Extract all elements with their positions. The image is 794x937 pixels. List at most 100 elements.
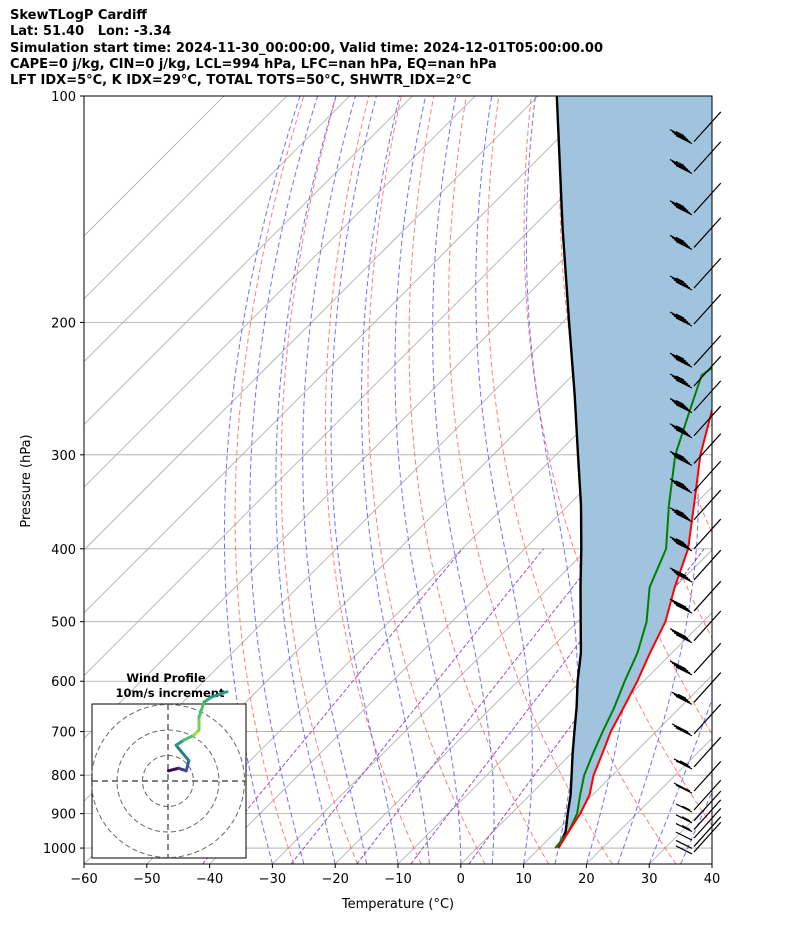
- barb-shaft: [693, 335, 722, 366]
- barb-shaft: [693, 580, 722, 612]
- barb-flag: [675, 131, 685, 137]
- hodograph-segment: [174, 738, 186, 747]
- isotherm-line: [334, 486, 712, 864]
- barb-flag: [675, 404, 693, 414]
- barb-shaft: [693, 518, 722, 550]
- hodograph-segment: [174, 743, 191, 763]
- y-tick-label: 200: [51, 316, 76, 331]
- barb-flag: [675, 513, 693, 523]
- barb-flag: [673, 377, 691, 387]
- barb-shaft: [693, 111, 722, 143]
- barb-flag: [669, 373, 687, 383]
- wind-barb: [669, 610, 722, 644]
- isotherm-line: [397, 549, 712, 864]
- barb-shaft: [693, 489, 722, 521]
- moist-adiabat-line: [223, 96, 301, 864]
- x-axis-label: Temperature (°C): [341, 897, 454, 912]
- barb-flag: [673, 632, 691, 642]
- dry-adiabat-line: [408, 96, 550, 864]
- wind-barb: [669, 355, 722, 389]
- barb-flag: [681, 816, 691, 822]
- temperature-line: [557, 406, 712, 849]
- barb-flag: [671, 313, 689, 323]
- barb-flag: [669, 567, 687, 577]
- barb-flag: [675, 484, 693, 494]
- wind-barb: [669, 580, 722, 614]
- wind-barb: [675, 779, 722, 813]
- barb-flag: [671, 538, 689, 548]
- barb-flag: [673, 427, 691, 437]
- barb-flag: [671, 452, 689, 462]
- barb-flag: [675, 400, 685, 406]
- isotherm-line: [523, 675, 712, 864]
- barb-shaft: [693, 799, 722, 830]
- barb-flag: [673, 482, 691, 492]
- barb-flag: [681, 825, 691, 831]
- dry-adiabat-line: [280, 96, 358, 864]
- x-axis-ticks: −60 −50 −40 −30 −20 −10 0 10 20 30 40: [70, 864, 720, 887]
- hodograph-segment: [166, 766, 181, 773]
- wind-barb: [673, 736, 722, 770]
- wind-barb: [669, 111, 722, 145]
- wind-barb: [671, 672, 722, 705]
- barb-flag: [669, 598, 687, 608]
- barb-flag: [681, 805, 691, 811]
- barb-flag: [675, 480, 685, 486]
- y-tick-label: 100: [51, 90, 76, 105]
- barb-flag: [675, 831, 693, 841]
- dry-adiabat-line: [726, 96, 794, 864]
- plot-area: [84, 96, 794, 864]
- barb-flag: [671, 236, 689, 247]
- moist-adiabat-line: [432, 96, 495, 864]
- barb-flag: [675, 358, 693, 368]
- hodograph-subtitle: 10m/s increment: [116, 686, 225, 700]
- y-tick-label: 300: [51, 449, 76, 464]
- hodograph-title: Wind Profile: [126, 671, 206, 685]
- wind-barb: [675, 799, 722, 833]
- barb-flag: [669, 398, 687, 408]
- mixing-ratio-line: [290, 548, 544, 864]
- barb-shaft: [693, 760, 722, 792]
- barb-shaft: [693, 433, 722, 464]
- wind-barb: [675, 821, 722, 855]
- barb-flag: [669, 507, 687, 517]
- barb-flag: [671, 509, 689, 519]
- isotherm-line: [84, 96, 350, 363]
- barb-flag: [671, 691, 689, 701]
- dry-adiabat-line: [486, 96, 677, 864]
- barb-shaft: [693, 703, 722, 735]
- barb-flag: [673, 279, 691, 289]
- moist-adiabat-line: [711, 862, 712, 864]
- barb-flag: [675, 538, 685, 544]
- hodograph-segment: [182, 733, 196, 742]
- isotherm-line: [84, 96, 602, 614]
- isotherm-line: [84, 96, 476, 488]
- wind-barb: [669, 518, 722, 552]
- barb-flag: [675, 666, 693, 676]
- moist-adiabat-line: [648, 697, 712, 864]
- barb-flag: [675, 509, 685, 515]
- x-tick-label: 20: [578, 872, 595, 887]
- barb-flag: [675, 823, 693, 833]
- barb-shaft: [693, 355, 722, 387]
- barb-shaft: [693, 460, 722, 492]
- dewpoint-line: [554, 366, 712, 849]
- x-tick-label: −30: [259, 872, 286, 887]
- barb-shaft: [693, 821, 722, 853]
- x-tick-label: −50: [133, 872, 160, 887]
- barb-flag: [673, 402, 691, 412]
- barb-flag: [673, 162, 691, 173]
- moist-adiabat-line: [330, 96, 399, 864]
- isotherm-line: [84, 96, 413, 425]
- barb-flag: [673, 133, 691, 143]
- barb-flag: [675, 202, 685, 208]
- chart-title: SkewTLogP Cardiff: [10, 8, 147, 23]
- wind-barb: [675, 807, 722, 841]
- wind-barb: [669, 433, 722, 466]
- stability-line: CAPE=0 j/kg, CIN=0 j/kg, LCL=994 hPa, LF…: [10, 56, 497, 72]
- barb-flag: [675, 281, 693, 291]
- barb-flag: [679, 760, 689, 766]
- barb-flag: [671, 202, 689, 212]
- barb-flag: [675, 452, 685, 458]
- barb-flag: [675, 206, 693, 216]
